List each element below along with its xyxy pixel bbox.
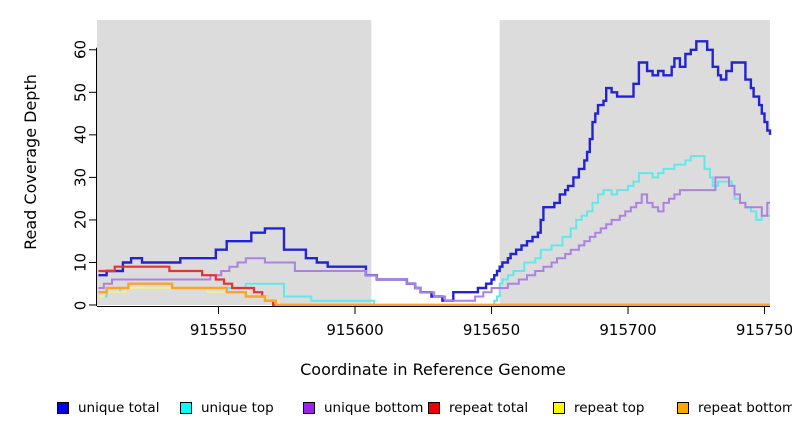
legend-label: repeat bottom	[698, 400, 792, 416]
y-tick-label: 60	[71, 40, 90, 60]
legend: unique total unique top unique bottom repea…	[0, 398, 792, 420]
legend-label: unique bottom	[324, 400, 424, 416]
x-axis-title: Coordinate in Reference Genome	[300, 360, 566, 379]
series-line-unique-total	[98, 40, 772, 302]
legend-label: repeat top	[574, 400, 645, 416]
legend-item-unique-bottom: unique bottom	[303, 398, 423, 418]
y-tick-label: 10	[71, 252, 90, 272]
legend-swatch-icon	[180, 402, 192, 414]
legend-item-unique-top: unique top	[180, 398, 274, 418]
y-tick-label: 50	[71, 82, 90, 102]
x-tick-label: 915550	[189, 321, 248, 339]
x-tick-label: 915700	[599, 321, 657, 339]
legend-item-repeat-bottom: repeat bottom	[677, 398, 792, 418]
y-axis-title: Read Coverage Depth	[21, 74, 40, 250]
legend-swatch-icon	[303, 402, 315, 414]
legend-label: unique total	[78, 400, 160, 416]
series-line-unique-bottom	[98, 176, 770, 302]
y-tick-label: 30	[71, 167, 90, 187]
shaded-region	[499, 20, 770, 305]
y-tick-label: 0	[71, 300, 90, 310]
legend-item-unique-total: unique total	[57, 398, 159, 418]
y-tick-label: 40	[71, 125, 90, 145]
legend-swatch-icon	[428, 402, 440, 414]
legend-label: repeat total	[449, 400, 529, 416]
legend-swatch-icon	[677, 402, 689, 414]
legend-item-repeat-top: repeat top	[553, 398, 644, 418]
legend-swatch-icon	[57, 402, 69, 414]
legend-item-repeat-total: repeat total	[428, 398, 528, 418]
legend-swatch-icon	[553, 402, 565, 414]
x-tick-label: 915750	[735, 321, 792, 339]
series-line-repeat-bottom	[98, 282, 770, 307]
y-tick-label: 20	[71, 210, 90, 230]
shaded-region	[97, 20, 372, 305]
legend-label: unique top	[201, 400, 274, 416]
x-tick-label: 915600	[326, 321, 384, 339]
x-tick-label: 915650	[462, 321, 521, 339]
